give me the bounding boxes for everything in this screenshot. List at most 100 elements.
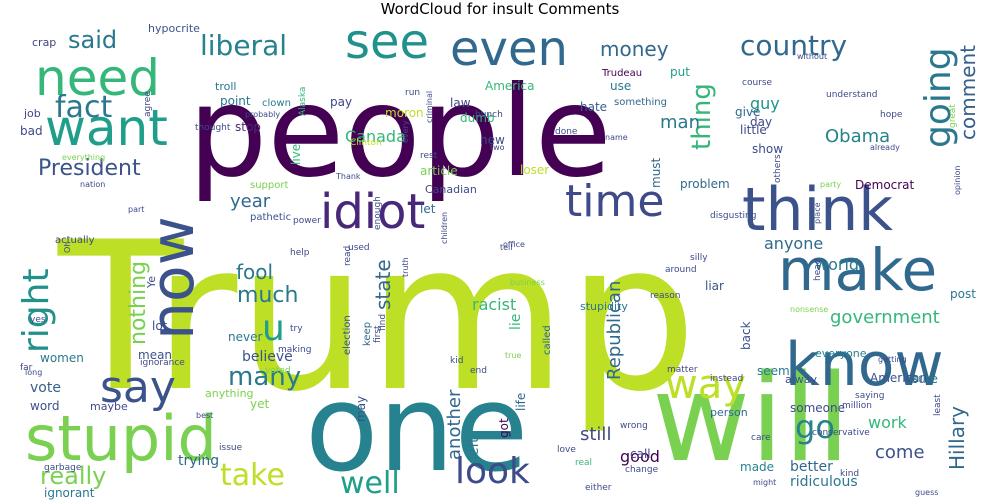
word-office: office — [503, 240, 525, 249]
word-yet: yet — [250, 397, 269, 411]
word-ignorant: ignorant — [44, 486, 95, 500]
word-tell: tell — [500, 243, 513, 252]
word-give: give — [735, 105, 760, 119]
word-someone: someone — [790, 401, 845, 415]
word-matter: matter — [667, 365, 698, 375]
word-making: making — [278, 345, 311, 355]
word-need: need — [35, 49, 160, 107]
word-another: another — [444, 389, 465, 460]
word-u: u — [262, 308, 285, 349]
word-really: really — [40, 462, 106, 490]
word-oh: Oh — [63, 242, 72, 253]
word-loser: loser — [520, 163, 549, 177]
word-clinton: Clinton — [350, 138, 382, 148]
word-make: make — [778, 236, 937, 304]
word-nonsense: nonsense — [790, 305, 828, 314]
word-america: America — [485, 79, 535, 93]
word-pay: pay — [330, 95, 352, 109]
word-job: job — [23, 107, 41, 120]
word-business: business — [510, 278, 545, 287]
word-great: great — [948, 104, 958, 128]
word-hillary: Hillary — [945, 406, 969, 470]
word-people: people — [188, 60, 612, 205]
word-vote: vote — [30, 380, 61, 396]
word-one: one — [305, 360, 528, 499]
word-bunch: bunch — [475, 110, 503, 120]
word-course: course — [742, 78, 773, 88]
word-issue: issue — [219, 443, 243, 453]
word-well: well — [340, 466, 400, 500]
word-will: will — [652, 350, 850, 489]
word-back: back — [739, 321, 753, 350]
word-million: million — [842, 401, 872, 411]
word-show: show — [752, 142, 783, 156]
word-time: time — [565, 176, 664, 227]
word-change: change — [625, 465, 659, 475]
word-first: first — [373, 325, 383, 343]
word-problem: problem — [680, 177, 730, 191]
word-made: made — [740, 460, 774, 474]
word-used: used — [348, 243, 370, 253]
word-try: try — [290, 324, 303, 334]
word-every: every — [401, 120, 410, 143]
word-place: place — [813, 202, 822, 224]
word-end: end — [470, 366, 487, 376]
word-maybe: maybe — [90, 400, 128, 413]
word-fool: fool — [236, 260, 273, 284]
word-live: live — [289, 144, 303, 165]
word-support: support — [250, 180, 288, 191]
word-done: done — [555, 127, 578, 137]
word-fact: fact — [55, 90, 112, 125]
word-anyone: anyone — [764, 234, 823, 253]
word-troll: troll — [215, 80, 236, 93]
word-guess: guess — [915, 488, 938, 497]
word-might: might — [753, 478, 776, 487]
word-help: help — [290, 248, 310, 258]
word-left: left — [466, 437, 482, 460]
word-yes: yes — [30, 315, 46, 325]
word-opinion: opinion — [953, 166, 962, 195]
word-thought: thought — [195, 123, 231, 133]
word-trying: trying — [178, 453, 219, 469]
word-hope: hope — [880, 110, 903, 120]
word-go: go — [795, 408, 835, 446]
word-sure: sure — [912, 372, 938, 386]
word-post: post — [950, 287, 976, 301]
word-look: look — [455, 451, 530, 492]
word-never: never — [228, 330, 262, 344]
word-called: called — [542, 325, 553, 355]
word-crap: crap — [32, 36, 56, 49]
word-run: run — [405, 88, 420, 98]
word-put: put — [670, 65, 690, 79]
chart-title: WordCloud for insult Comments — [380, 0, 620, 18]
word-racist: racist — [472, 295, 516, 314]
word-state: state — [371, 259, 395, 310]
word-alway: alway — [785, 373, 818, 386]
word-something: something — [614, 97, 667, 108]
word-guy: guy — [750, 94, 780, 113]
word-stop: stop — [235, 120, 261, 134]
word-now: now — [138, 216, 208, 340]
word-probably: probably — [245, 110, 280, 119]
word-voted: voted — [265, 366, 291, 376]
word-saying: saying — [855, 391, 884, 401]
word-nation: nation — [80, 180, 105, 189]
word-keep: keep — [362, 322, 373, 346]
word-little: little — [740, 123, 767, 137]
word-canadian: Canadian — [425, 183, 477, 196]
word-liberal: liberal — [200, 29, 287, 62]
word-law: law — [450, 96, 471, 110]
word-new: new — [480, 133, 505, 147]
word-must: must — [649, 157, 663, 188]
word-obama: Obama — [825, 126, 890, 147]
word-liar: liar — [705, 279, 724, 293]
word-truth: truth — [401, 257, 410, 277]
word-take: take — [220, 458, 285, 493]
word-mean: mean — [138, 348, 172, 362]
word-point: point — [220, 94, 251, 108]
word-love: love — [557, 445, 576, 455]
word-enough: enough — [373, 196, 383, 230]
word-idiot: idiot — [320, 184, 425, 240]
word-article: article — [420, 164, 458, 178]
